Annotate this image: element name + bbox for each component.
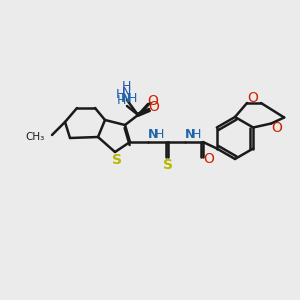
Text: H: H bbox=[116, 94, 126, 106]
Text: CH₃: CH₃ bbox=[26, 132, 45, 142]
Text: O: O bbox=[272, 122, 283, 136]
Text: O: O bbox=[204, 152, 214, 166]
Text: O: O bbox=[148, 94, 158, 108]
Text: H: H bbox=[191, 128, 201, 140]
Text: N: N bbox=[121, 86, 131, 100]
Text: N: N bbox=[148, 128, 158, 140]
Text: S: S bbox=[163, 158, 173, 172]
Text: H: H bbox=[121, 80, 131, 94]
Text: H: H bbox=[115, 88, 125, 101]
Text: H: H bbox=[127, 92, 137, 104]
Text: N: N bbox=[121, 92, 131, 104]
Text: O: O bbox=[148, 100, 159, 114]
Text: S: S bbox=[112, 153, 122, 167]
Text: H: H bbox=[154, 128, 164, 140]
Text: O: O bbox=[248, 91, 258, 105]
Text: N: N bbox=[185, 128, 195, 140]
